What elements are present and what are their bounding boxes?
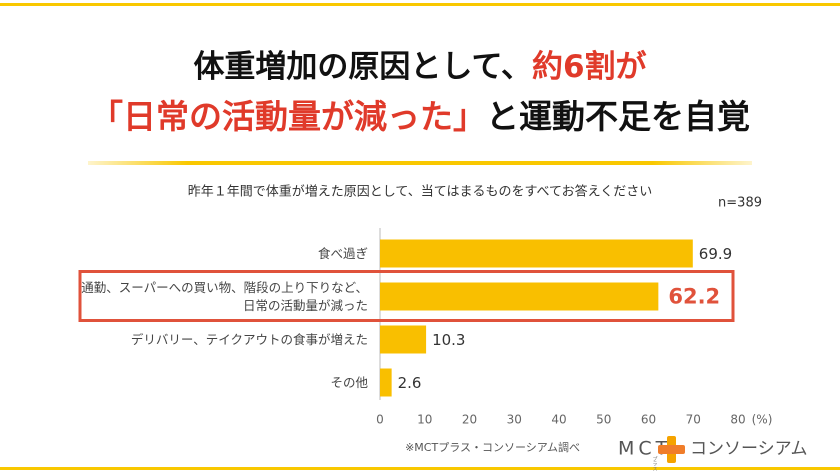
value-label: 69.9	[699, 245, 732, 263]
x-tick-label: 30	[507, 413, 522, 427]
x-tick-label: 40	[551, 413, 566, 427]
x-tick-label: 70	[686, 413, 701, 427]
x-tick-label: 60	[641, 413, 656, 427]
value-label: 2.6	[398, 374, 422, 392]
bar	[380, 325, 427, 354]
top-rule	[0, 3, 840, 6]
value-label: 10.3	[432, 331, 465, 349]
logo-main: MCT	[618, 438, 671, 460]
bar	[380, 368, 392, 397]
logo-sub: プラス	[652, 456, 658, 471]
title-part: 「日常の活動量が減った」	[90, 97, 486, 136]
bottom-rule	[0, 467, 840, 470]
x-unit: (%)	[752, 413, 773, 427]
category-label: 通勤、スーパーへの買い物、階段の上り下りなど、 日常の活動量が減った	[81, 279, 368, 313]
divider	[88, 161, 752, 165]
x-tick-label: 50	[596, 413, 611, 427]
category-label: その他	[330, 374, 368, 390]
title-part: 約6割が	[532, 49, 647, 85]
x-tick-label: 0	[376, 413, 384, 427]
logo-icon	[658, 436, 685, 463]
value-label: 62.2	[668, 285, 720, 309]
bar	[380, 282, 659, 311]
bar	[380, 239, 693, 268]
subtitle: 昨年１年間で体重が増えた原因として、当てはまるものをすべてお答えください	[188, 184, 653, 200]
highlight-box	[78, 270, 735, 322]
sample-size: n=389	[718, 196, 762, 211]
x-tick-label: 20	[462, 413, 477, 427]
category-label: 食べ過ぎ	[317, 245, 368, 261]
x-tick-label: 10	[417, 413, 432, 427]
source: ※MCTプラス・コンソーシアム調べ	[405, 440, 580, 454]
title-line: 体重増加の原因として、約6割が	[193, 49, 646, 85]
title-part: 体重増加の原因として、	[193, 49, 532, 85]
title-line: 「日常の活動量が減った」と運動不足を自覚	[90, 97, 750, 136]
category-label: デリバリー、テイクアウトの食事が増えた	[130, 331, 368, 347]
x-tick-label: 80	[730, 413, 745, 427]
logo-name: コンソーシアム	[690, 439, 807, 459]
title-part: と運動不足を自覚	[486, 97, 750, 136]
